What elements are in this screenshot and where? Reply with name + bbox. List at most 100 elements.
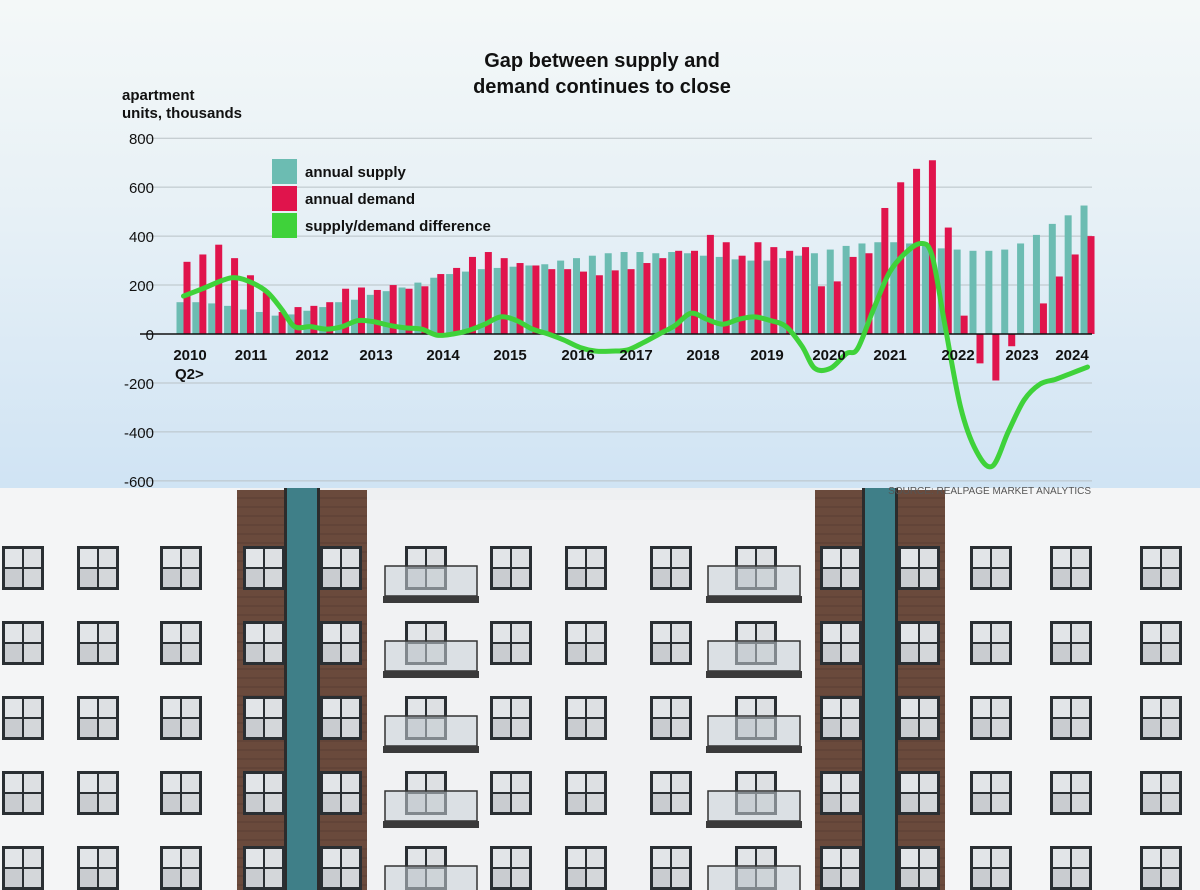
legend-swatch-demand [272,186,297,211]
supply-bar [239,309,247,334]
supply-bar [255,311,263,334]
supply-bar [224,305,232,334]
x-tick-label: 2017 [619,347,652,364]
demand-bar [865,253,873,334]
supply-bar [921,245,929,334]
legend-label-demand: annual demand [305,191,415,208]
supply-bar [953,249,961,334]
supply-bar [398,287,406,334]
demand-bar [342,288,350,334]
supply-bar [1080,205,1088,334]
y-tick-label: 600 [129,180,154,197]
demand-bar [849,256,857,334]
supply-bar [890,242,898,334]
supply-bar [604,253,612,334]
supply-bar [573,258,580,334]
demand-bar [1071,254,1079,334]
demand-bar [675,250,683,334]
demand-bar [484,252,492,334]
demand-bar [627,269,635,334]
x-tick-label: 2021 [873,347,906,364]
x-tick-label: 2016 [561,347,594,364]
demand-bar [691,250,699,334]
x-tick-label: 2023 [1005,347,1038,364]
supply-bar [382,291,390,334]
supply-bar [192,302,200,334]
y-tick-label: 0 [146,327,154,344]
demand-bar [786,250,794,334]
demand-bar [992,334,1000,381]
chart-title-line-1: Gap between supply and [484,50,720,72]
demand-bar [960,315,968,334]
demand-bar [611,270,619,334]
demand-bar [326,302,334,334]
supply-bar [208,303,216,334]
supply-bar [795,255,803,334]
y-axis-label-line-1: apartment [122,87,195,104]
supply-bar [477,269,485,334]
supply-bar [493,267,501,334]
demand-bar [1087,236,1095,334]
apartment-building-photo [0,488,1200,890]
supply-bar [826,249,834,334]
demand-bar [833,281,841,334]
y-tick-label: -600 [124,474,154,491]
demand-bar [215,244,223,334]
x-tick-label: 2022 [941,347,974,364]
x-tick-label: 2011 [235,347,268,364]
supply-bar [541,264,549,334]
supply-bar [684,253,692,334]
supply-bar [446,274,454,334]
demand-bar [802,247,810,334]
supply-bar [430,277,438,334]
legend-swatch-supply [272,159,297,184]
x-tick-labels: 2010 2011 2012 2013 2014 2015 2016 2017 2018 2019… [173,347,1089,364]
supply-bar [509,266,517,334]
supply-bar [557,260,565,334]
demand-bar [199,254,207,334]
supply-bar [1001,249,1009,334]
bars [176,160,1095,381]
supply-bar [271,315,279,334]
legend-label-supply: annual supply [305,164,407,181]
supply-bar [1017,243,1025,334]
x-tick-label: 2015 [493,347,526,364]
demand-bar [580,271,587,334]
y-axis-label-line-2: units, thousands [122,105,242,122]
demand-bar [944,227,952,334]
supply-bar [763,260,771,334]
demand-bar [183,261,191,334]
supply-bar [335,302,343,334]
supply-demand-chart: Gap between supply and demand continues … [122,50,1095,497]
supply-bar [461,271,469,334]
supply-bar [747,260,755,334]
x-tick-label: 2010 [173,347,206,364]
demand-bar [278,311,286,334]
demand-bar [928,160,936,334]
supply-bar [588,255,596,334]
demand-bar [500,258,508,334]
x-tick-label: 2018 [686,347,719,364]
demand-bar [913,168,921,334]
demand-bar [659,258,667,334]
legend-swatch-difference [272,213,297,238]
demand-bar [817,286,825,334]
demand-bar [1008,334,1016,347]
supply-demand-difference-line [181,240,1091,470]
y-tick-label: -200 [124,376,154,393]
demand-bar [738,255,746,334]
demand-bar [437,274,445,334]
supply-bar [874,242,882,334]
x-tick-label: 2024 [1055,347,1089,364]
supply-bar [1048,223,1056,334]
demand-bar [754,242,762,334]
demand-bar [357,287,365,334]
supply-bar [906,243,914,334]
source-note: SOURCE: REALPAGE MARKET ANALYTICS [888,486,1091,497]
demand-bar [262,292,270,334]
demand-bar [453,267,461,334]
demand-bar [373,289,381,334]
demand-bar [595,275,603,334]
supply-bar [319,307,327,334]
demand-bar [516,263,524,334]
